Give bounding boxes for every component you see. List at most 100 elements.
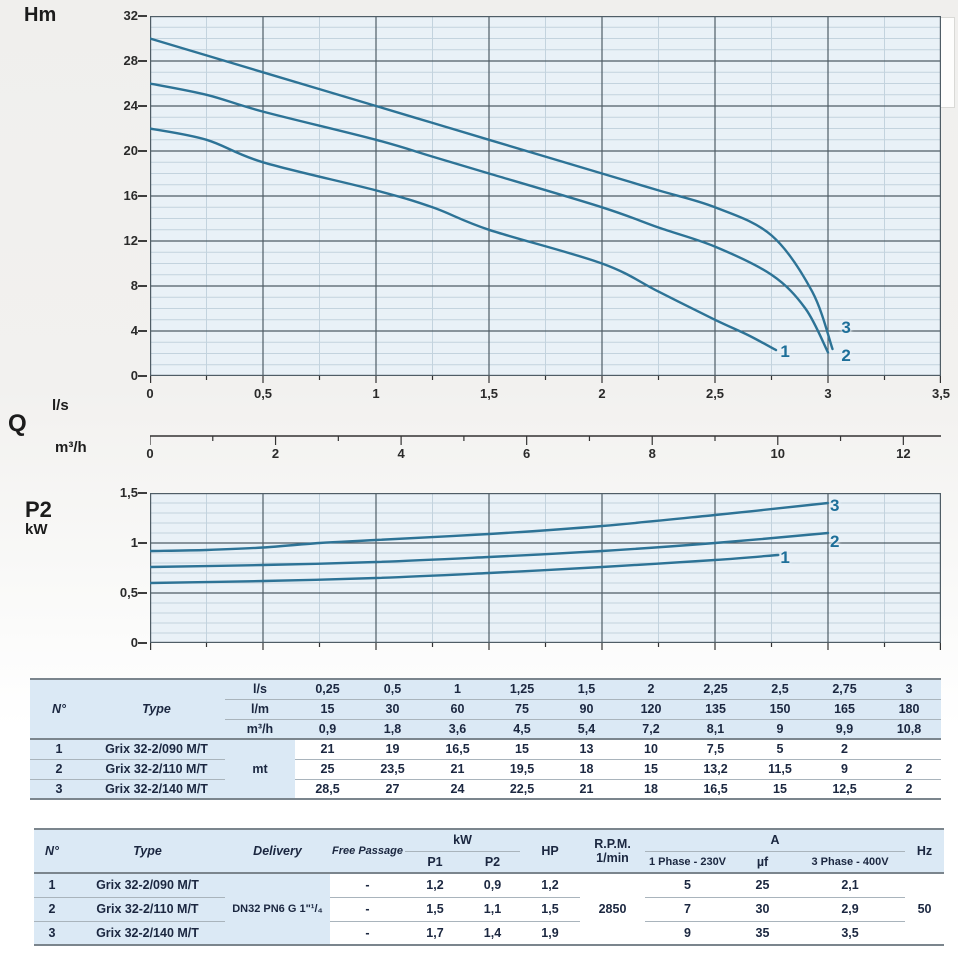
col-header-p1: P1 [405,851,465,874]
head-value: 9 [812,759,877,780]
p2-chart-y-tick-label: 0 [130,635,138,650]
amps-400v-value: 3,5 [841,925,859,940]
hm-chart-x-tick-label: 1,5 [479,386,499,401]
col-header-1phase: 1 Phase - 230V [645,851,730,874]
flow-value-header: 2 [619,679,683,700]
pump-type: Grix 32-2/110 M/T [88,759,225,780]
hm-chart-y-tick-mark [138,105,147,107]
head-value: 19 [360,739,425,760]
col-header-n: N° [30,679,88,740]
pump-type: Grix 32-2/090 M/T [88,739,225,760]
p2-chart-curve-label-3: 3 [830,496,840,515]
col-header-delivery: Delivery [225,829,330,874]
flow-value-header: 10,8 [877,719,941,740]
amps-230v-value: 5 [645,873,730,898]
flow-value-header: 0,25 [295,679,360,700]
col-header-rpm: R.P.M. 1/min [580,829,645,874]
amps-230v-value: 9 [684,925,691,940]
amps-230v-value: 7 [645,897,730,922]
flow-value-header: 165 [812,699,877,720]
col-header-3phase: 3 Phase - 400V [795,851,906,874]
col-header-free-passage: Free Passage [330,829,405,874]
p2-value: 1,4 [483,925,502,940]
hm-chart-x-tick-label: 2 [598,386,606,401]
head-value: 5 [748,739,812,760]
hm-chart-y-tick-label: 32 [123,8,138,23]
hp-value: 1,5 [520,897,580,922]
hm-chart-y-tick-mark [138,375,147,377]
flow-value-header: 9,9 [812,719,877,740]
hm-chart-y-tick-label: 16 [123,188,138,203]
kw-axis-unit: kW [25,521,48,538]
col-header-p2: P2 [465,851,520,874]
flow-value-header: 3,6 [425,719,490,740]
hm-chart-x-tick-label: 0 [146,386,154,401]
hm-chart-x-tick-label: 1 [372,386,380,401]
pump-curve-3 [150,501,830,553]
pump-number: 2 [30,759,88,780]
flow-value-header: 1,5 [554,679,619,700]
ls-axis-unit: l/s [52,397,69,414]
flow-value-header: 7,2 [619,719,683,740]
hp-value: 1,9 [541,925,559,940]
pump-curve-1 [150,553,780,585]
q-m3h-axis [150,435,941,445]
flow-value-header: 8,1 [683,719,748,740]
hm-chart-curve-label-2: 2 [841,345,851,365]
hm-chart-y-tick-label: 4 [130,323,138,338]
head-value: 25 [295,759,360,780]
p2-chart-y-tick-mark [138,642,147,644]
hm-chart-y-tick-label: 8 [130,278,138,293]
hm-chart-y-tick-mark [138,330,147,332]
head-value: 15 [773,781,787,796]
flow-value-header: 15 [295,699,360,720]
hm-chart-curve-label-1: 1 [780,342,790,362]
flow-value-header: 150 [748,699,812,720]
p2-chart-y-tick-mark [138,492,147,494]
q-axis-tick-label: 8 [648,446,656,461]
flow-value-header: 0,9 [295,719,360,740]
delivery-value: DN32 PN6 G 1"¹/₄ [225,873,330,945]
pump-curve-1 [150,127,778,352]
p2-chart [150,493,941,650]
flow-unit-header: m³/h [225,719,295,740]
rpm-value: 2850 [598,902,627,916]
head-value: 18 [644,781,658,796]
flow-value-header: 1,8 [360,719,425,740]
flow-value-header: 90 [554,699,619,720]
pump-curve-2 [150,531,830,569]
head-value: 16,5 [425,739,490,760]
hm-axis-title: Hm [24,4,57,26]
head-value: 28,5 [315,781,340,796]
amps-400v-value: 2,9 [795,897,906,922]
p2-value: 0,9 [465,873,520,898]
amps-400v-value: 2,1 [795,873,906,898]
flow-value-header: 0,5 [360,679,425,700]
q-axis-tick-label: 4 [397,446,405,461]
head-value: 2 [812,739,877,760]
flow-value-header: 1 [425,679,490,700]
rpm-line1: R.P.M. [594,836,631,851]
flow-value-header: 1,25 [490,679,554,700]
hm-chart-y-tick-mark [138,60,147,62]
q-axis-tick-label: 2 [271,446,280,461]
hm-chart-y-tick-mark [138,150,147,152]
p2-axis-title: P2 [25,497,52,522]
hm-chart-y-tick-label: 20 [123,143,138,158]
flow-value-header: 9 [748,719,812,740]
head-value: 22,5 [509,781,535,796]
m3h-axis-unit: m³/h [55,439,87,456]
pump-type: Grix 32-2/090 M/T [70,873,225,898]
hm-chart-x-tick-label: 2,5 [705,386,725,401]
p2-chart-y-tick-label: 1,5 [119,485,138,500]
head-value: 24 [450,781,465,796]
free-passage-value: - [330,897,405,922]
flow-value-header: 60 [425,699,490,720]
head-value: 18 [554,759,619,780]
hm-chart-y-tick-mark [138,15,147,17]
hm-chart-y-tick-label: 24 [123,98,138,113]
pump-curve-2 [150,82,830,354]
col-header-hz: Hz [905,829,945,874]
head-value: 13 [554,739,619,760]
